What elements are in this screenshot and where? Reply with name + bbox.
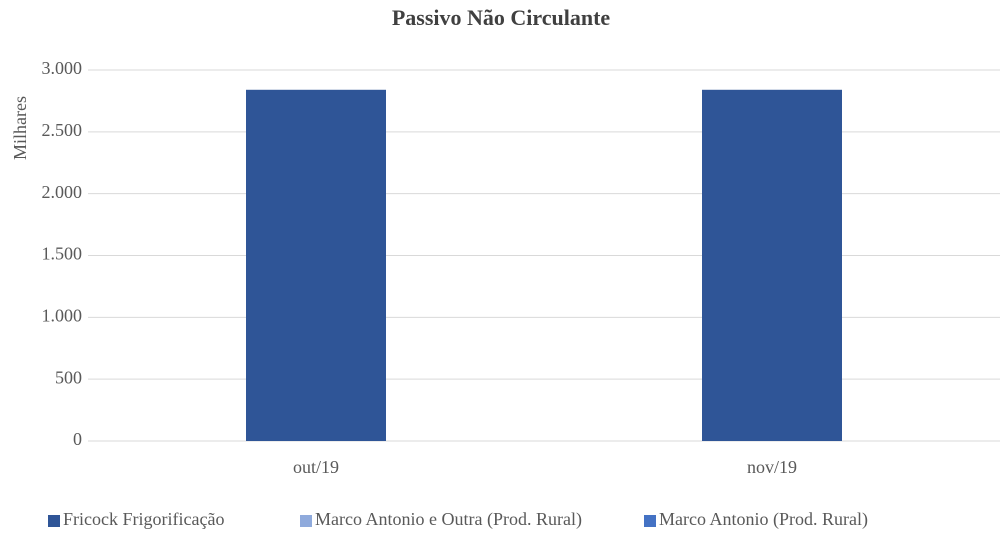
x-tick-label: out/19 xyxy=(293,457,339,477)
y-tick-label: 2.000 xyxy=(42,182,83,202)
y-tick-label: 1.000 xyxy=(42,305,83,325)
y-axis-label: Milhares xyxy=(10,96,30,160)
chart-title: Passivo Não Circulante xyxy=(392,5,611,30)
bar xyxy=(702,89,842,441)
legend-swatch xyxy=(644,515,656,527)
y-tick-label: 1.500 xyxy=(42,244,83,264)
x-tick-label: nov/19 xyxy=(747,457,797,477)
y-tick-label: 3.000 xyxy=(42,58,83,78)
y-tick-label: 500 xyxy=(55,367,82,387)
y-tick-label: 2.500 xyxy=(42,120,83,140)
legend-label: Marco Antonio (Prod. Rural) xyxy=(659,509,868,530)
y-tick-label: 0 xyxy=(73,429,82,449)
legend-label: Fricock Frigorificação xyxy=(63,509,224,529)
legend-swatch xyxy=(300,515,312,527)
bar xyxy=(246,89,386,441)
legend-swatch xyxy=(48,515,60,527)
legend-label: Marco Antonio e Outra (Prod. Rural) xyxy=(315,509,582,530)
